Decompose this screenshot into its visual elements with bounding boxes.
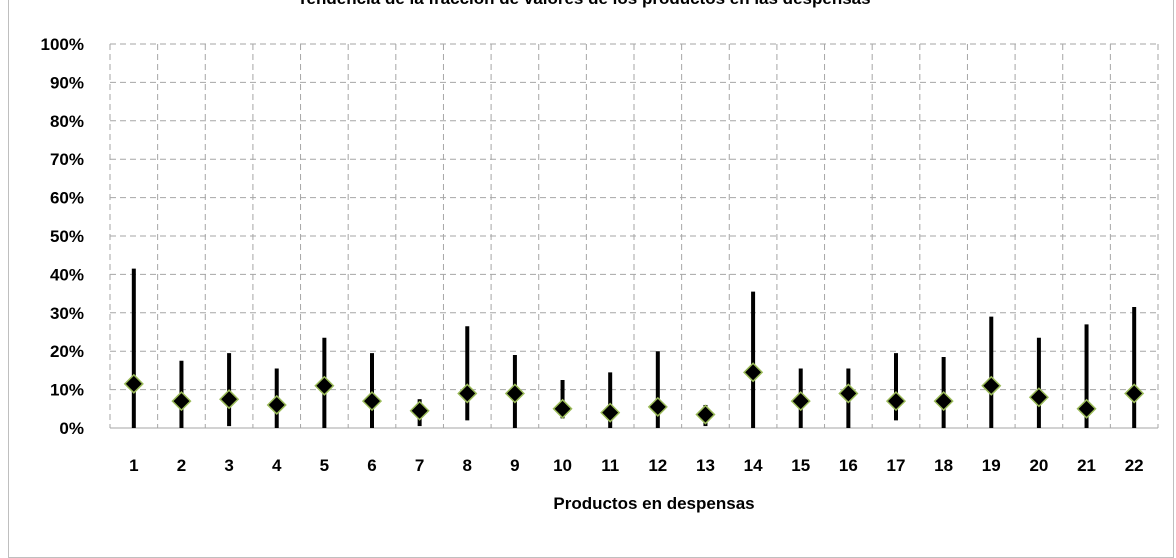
x-tick-label: 11 (601, 456, 619, 475)
marker-point (695, 404, 716, 425)
marker-point (1124, 383, 1145, 404)
marker-point (361, 391, 383, 412)
x-tick-label: 10 (553, 456, 572, 475)
marker-point (409, 400, 430, 421)
x-tick-label: 9 (510, 456, 519, 475)
marker-point (600, 402, 621, 423)
x-tick-label: 20 (1029, 456, 1048, 475)
marker-point (314, 375, 335, 396)
x-axis-label: Productos en despensas (553, 494, 754, 513)
marker-point (647, 396, 668, 417)
x-tick-label: 8 (463, 456, 472, 475)
marker-point (457, 383, 478, 404)
x-tick-label: 21 (1077, 456, 1096, 475)
marker-point (1076, 398, 1097, 419)
x-tick-label: 3 (224, 456, 233, 475)
marker-point (219, 389, 240, 410)
y-tick-label: 20% (50, 342, 84, 361)
marker-point (933, 391, 954, 412)
marker-point (266, 394, 287, 416)
x-tick-label: 22 (1125, 456, 1144, 475)
chart: Tendencia de la fracción de valores de l… (8, 0, 1174, 558)
y-tick-label: 60% (50, 189, 84, 208)
x-tick-label: 14 (744, 456, 763, 475)
x-tick-label: 19 (982, 456, 1001, 475)
chart-title: Tendencia de la fracción de valores de l… (297, 0, 870, 8)
y-tick-label: 90% (50, 73, 84, 92)
x-tick-label: 15 (791, 456, 810, 475)
y-tick-label: 70% (50, 150, 84, 169)
marker-point (743, 362, 764, 383)
x-tick-label: 12 (648, 456, 667, 475)
x-tick-label: 16 (839, 456, 858, 475)
x-tick-label: 6 (367, 456, 376, 475)
y-tick-label: 10% (50, 381, 84, 400)
marker-point (552, 398, 573, 419)
x-tick-label: 1 (129, 456, 138, 475)
x-tick-label: 5 (320, 456, 329, 475)
marker-point (504, 383, 525, 404)
y-tick-label: 80% (50, 112, 84, 131)
marker-point (885, 391, 907, 412)
y-tick-label: 0% (59, 419, 84, 438)
y-tick-label: 30% (50, 304, 84, 323)
y-tick-label: 40% (50, 265, 84, 284)
x-tick-label: 7 (415, 456, 424, 475)
x-tick-label: 18 (934, 456, 953, 475)
marker-point (790, 391, 811, 412)
x-tick-label: 2 (177, 456, 186, 475)
y-tick-label: 50% (50, 227, 84, 246)
marker-point (171, 391, 192, 412)
marker-point (1028, 387, 1049, 408)
chart-plot: Tendencia de la fracción de valores de l… (41, 0, 1159, 513)
x-tick-label: 17 (887, 456, 906, 475)
marker-point (838, 383, 859, 404)
x-tick-label: 13 (696, 456, 715, 475)
x-tick-label: 4 (272, 456, 282, 475)
marker-point (123, 373, 144, 394)
y-tick-label: 100% (41, 35, 84, 54)
marker-point (981, 375, 1002, 396)
